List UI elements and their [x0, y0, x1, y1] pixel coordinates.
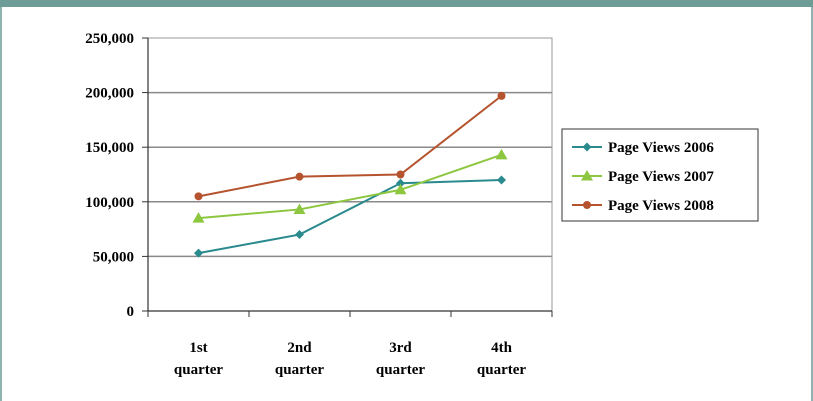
legend-label: Page Views 2008 [608, 198, 714, 214]
y-axis-ticks: 0 50,000 100,000 150,000 200,000 250,000 [85, 31, 148, 320]
slide-top-bar [0, 0, 813, 7]
data-point [396, 170, 405, 179]
data-point [293, 203, 306, 214]
data-point [497, 175, 506, 185]
data-point [497, 91, 506, 100]
legend-label: Page Views 2006 [608, 140, 714, 156]
y-tick-label: 150,000 [85, 140, 134, 156]
data-point [396, 178, 405, 188]
y-tick-label: 0 [127, 304, 135, 320]
y-tick-label: 100,000 [85, 195, 134, 211]
x-axis-ticks: 1st quarter 2nd quarter 3rd quarter 4th quarter [147, 311, 553, 378]
legend-item-1: Page Views 2006 [572, 140, 714, 156]
slide-left-border [0, 7, 2, 401]
legend-marker [583, 201, 591, 209]
y-tick-label: 250,000 [85, 31, 134, 47]
series-line [198, 153, 502, 220]
data-point [194, 192, 203, 201]
slide-right-border [811, 7, 813, 401]
plot-area-border [147, 37, 553, 312]
x-tick-label: 2nd quarter [275, 340, 324, 378]
series-3 [194, 91, 506, 201]
axes [147, 37, 553, 312]
data-point [194, 248, 203, 258]
legend: Page Views 2006 Page Views 2007 Page Views… [561, 128, 759, 222]
x-tick-label: 4th quarter [477, 340, 526, 378]
legend-marker [582, 142, 592, 152]
data-point [295, 230, 304, 240]
grid-lines [148, 91, 552, 258]
data-point [495, 148, 508, 160]
legend-item-2: Page Views 2007 [572, 169, 714, 185]
y-tick-label: 50,000 [93, 249, 134, 265]
x-tick-label: 1st quarter [174, 340, 223, 378]
data-point [295, 172, 304, 181]
series-2 [192, 148, 508, 223]
series-line [198, 95, 503, 198]
data-point [192, 212, 205, 223]
series-group [192, 91, 508, 258]
legend-marker [581, 170, 593, 181]
data-point [394, 183, 407, 195]
series-1 [194, 175, 506, 258]
y-tick-label: 200,000 [85, 86, 134, 102]
series-line [198, 178, 502, 255]
legend-item-3: Page Views 2008 [572, 198, 714, 214]
x-tick-label: 3rd quarter [376, 340, 425, 378]
legend-label: Page Views 2007 [608, 169, 714, 185]
